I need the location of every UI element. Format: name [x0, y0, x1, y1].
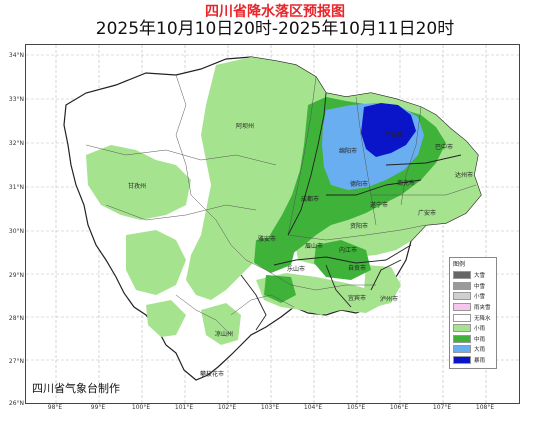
legend-label: 中雪 — [474, 283, 486, 290]
city-label: 资阳市 — [350, 223, 369, 230]
lon-label: 103°E — [260, 404, 280, 411]
city-label: 德阳市 — [350, 181, 369, 188]
lat-label: 30°N — [8, 228, 24, 235]
lon-label: 99°E — [90, 404, 106, 411]
legend-item: 中雨 — [450, 334, 496, 345]
city-label: 泸州市 — [380, 296, 399, 303]
city-label: 成都市 — [301, 196, 320, 203]
map-legend: 图例 大雪 中雪 小雪 雨夹雪 无降水 小雨 中雨 大雨 暴雨 — [449, 257, 497, 369]
county-boundaries — [85, 74, 477, 336]
credit-text: 四川省气象台制作 — [32, 382, 120, 395]
legend-swatch — [453, 281, 471, 290]
city-label: 广安市 — [418, 210, 437, 217]
legend-label: 雨夹雪 — [474, 305, 491, 312]
legend-swatch — [453, 303, 471, 312]
lon-label: 108°E — [475, 404, 495, 411]
city-label: 眉山市 — [305, 243, 324, 250]
legend-swatch — [453, 271, 471, 280]
map-area — [25, 44, 520, 404]
lon-label: 106°E — [389, 404, 409, 411]
legend-title: 图例 — [453, 261, 466, 268]
legend-label: 暴雨 — [474, 358, 486, 365]
legend-item: 雨夹雪 — [450, 302, 496, 313]
legend-swatch — [453, 345, 471, 354]
legend-label: 小雨 — [474, 326, 486, 333]
city-label: 宜宾市 — [348, 295, 367, 302]
legend-item: 大雨 — [450, 344, 496, 355]
lon-label: 102°E — [217, 404, 237, 411]
legend-swatch — [453, 324, 471, 333]
city-label: 攀枝花市 — [200, 371, 225, 378]
legend-label: 小雪 — [474, 294, 486, 301]
lon-label: 101°E — [174, 404, 194, 411]
legend-swatch — [453, 313, 471, 322]
legend-item: 小雪 — [450, 291, 496, 302]
city-label: 达州市 — [455, 172, 474, 179]
lat-label: 26°N — [8, 400, 24, 407]
city-label: 雅安市 — [258, 236, 277, 243]
lon-label: 100°E — [131, 404, 151, 411]
prefecture-boundaries — [240, 92, 462, 331]
lat-label: 27°N — [8, 358, 24, 365]
rainstorm-area — [361, 103, 416, 157]
legend-swatch — [453, 356, 471, 365]
lon-label: 98°E — [47, 404, 63, 411]
city-label: 内江市 — [339, 247, 358, 254]
city-label: 凉山州 — [215, 331, 234, 338]
lat-label: 31°N — [8, 184, 24, 191]
lat-label: 32°N — [8, 140, 24, 147]
legend-label: 中雨 — [474, 336, 486, 343]
legend-label: 大雪 — [474, 273, 486, 280]
city-label: 甘孜州 — [128, 183, 147, 190]
lat-label: 33°N — [8, 96, 24, 103]
legend-swatch — [453, 292, 471, 301]
legend-item: 无降水 — [450, 312, 496, 323]
city-label: 巴中市 — [435, 144, 454, 151]
map-title: 四川省降水落区预报图 — [205, 4, 345, 20]
lon-label: 105°E — [346, 404, 366, 411]
map-subtitle: 2025年10月10日20时-2025年10月11日20时 — [95, 19, 455, 39]
city-label: 南充市 — [397, 180, 416, 187]
city-label: 乐山市 — [287, 266, 306, 273]
lat-label: 29°N — [8, 272, 24, 279]
legend-item: 中雪 — [450, 281, 496, 292]
legend-label: 大雨 — [474, 347, 486, 354]
lon-label: 107°E — [432, 404, 452, 411]
lon-label: 104°E — [303, 404, 323, 411]
city-label: 阿坝州 — [236, 123, 255, 130]
lat-label: 34°N — [8, 52, 24, 59]
precipitation-map — [26, 45, 519, 403]
legend-item: 小雨 — [450, 323, 496, 334]
legend-label: 无降水 — [474, 315, 491, 322]
legend-item: 暴雨 — [450, 355, 496, 366]
legend-item: 大雪 — [450, 270, 496, 281]
city-label: 广元市 — [385, 132, 404, 139]
lat-label: 28°N — [8, 315, 24, 322]
legend-swatch — [453, 334, 471, 343]
city-label: 绵阳市 — [339, 148, 358, 155]
city-label: 遂宁市 — [370, 202, 389, 209]
city-label: 自贡市 — [348, 265, 367, 272]
